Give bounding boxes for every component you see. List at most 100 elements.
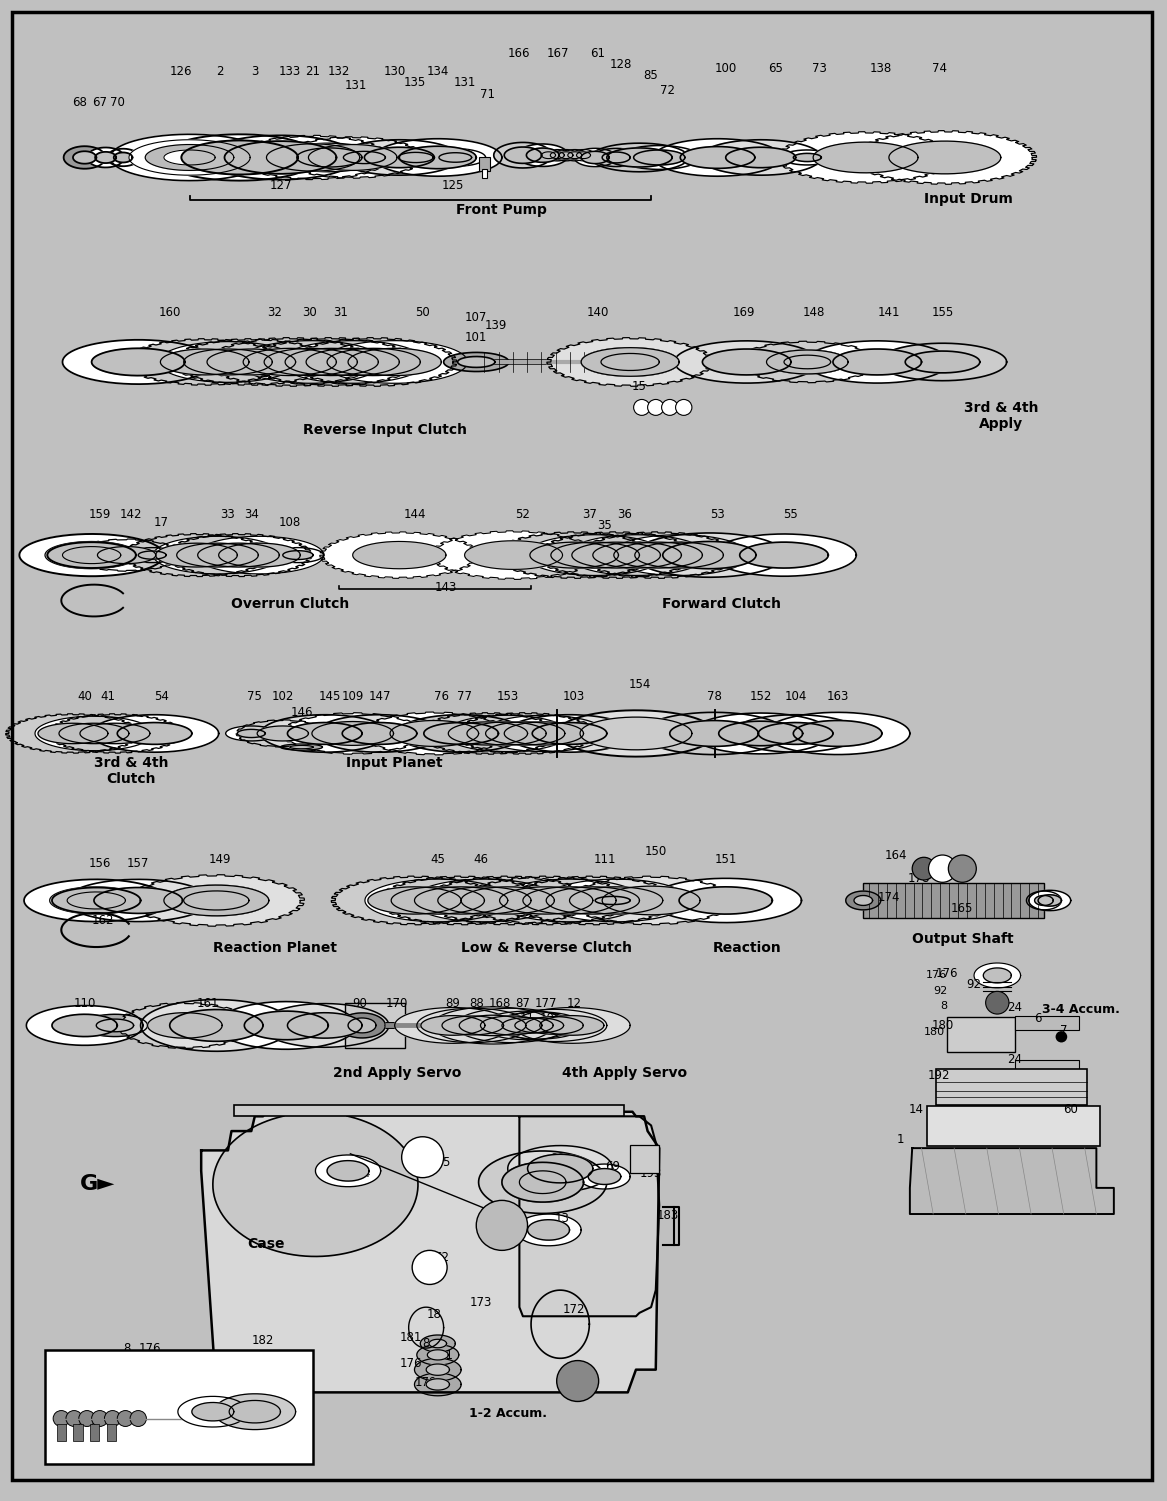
Polygon shape	[74, 152, 96, 164]
Polygon shape	[169, 1010, 263, 1042]
Polygon shape	[427, 1349, 448, 1360]
Polygon shape	[264, 348, 357, 375]
Polygon shape	[559, 152, 573, 159]
Polygon shape	[128, 875, 305, 926]
Polygon shape	[740, 542, 829, 567]
Polygon shape	[195, 536, 323, 573]
Text: 151: 151	[714, 854, 736, 866]
Polygon shape	[165, 534, 312, 576]
Text: 150: 150	[644, 845, 666, 859]
Text: D►: D►	[81, 723, 116, 743]
Text: 1: 1	[896, 1133, 904, 1145]
Polygon shape	[805, 341, 950, 383]
Polygon shape	[448, 722, 527, 744]
Text: 74: 74	[931, 62, 946, 75]
Polygon shape	[327, 348, 420, 375]
Polygon shape	[201, 1112, 659, 1406]
Polygon shape	[266, 144, 359, 171]
Polygon shape	[197, 543, 279, 567]
Polygon shape	[554, 150, 578, 161]
Polygon shape	[494, 143, 552, 168]
Polygon shape	[260, 714, 389, 752]
Polygon shape	[327, 1160, 369, 1181]
Polygon shape	[160, 134, 319, 180]
Polygon shape	[736, 341, 879, 383]
Text: 76: 76	[434, 690, 449, 702]
Polygon shape	[595, 896, 630, 905]
Text: 103: 103	[562, 690, 586, 702]
Polygon shape	[238, 341, 384, 383]
Polygon shape	[680, 147, 755, 168]
Polygon shape	[280, 341, 426, 383]
Polygon shape	[138, 551, 166, 560]
Polygon shape	[348, 348, 441, 375]
Circle shape	[929, 856, 957, 883]
Polygon shape	[546, 150, 569, 161]
Polygon shape	[64, 146, 105, 168]
Text: 131: 131	[454, 77, 476, 89]
Circle shape	[949, 856, 977, 883]
Text: 144: 144	[404, 507, 426, 521]
Polygon shape	[1027, 892, 1062, 910]
Bar	[57, 1424, 67, 1441]
Polygon shape	[96, 1019, 133, 1031]
Polygon shape	[117, 722, 191, 744]
Text: 135: 135	[404, 77, 426, 89]
Text: 3: 3	[251, 65, 258, 78]
Polygon shape	[97, 546, 155, 563]
Polygon shape	[732, 714, 860, 752]
Text: 171: 171	[492, 1213, 516, 1225]
Polygon shape	[504, 722, 584, 744]
Text: 161: 161	[197, 997, 219, 1010]
Polygon shape	[417, 1345, 459, 1364]
Polygon shape	[368, 887, 461, 914]
Circle shape	[986, 991, 1009, 1015]
Text: Forward Clutch: Forward Clutch	[662, 597, 781, 611]
Text: A►: A►	[81, 147, 114, 168]
Polygon shape	[588, 1169, 621, 1184]
Text: 11: 11	[520, 1013, 534, 1025]
Text: 60: 60	[1063, 1103, 1078, 1117]
Polygon shape	[700, 140, 822, 176]
Polygon shape	[670, 720, 759, 746]
Text: 4th Apply Servo: 4th Apply Servo	[561, 1066, 687, 1081]
Circle shape	[104, 1411, 120, 1426]
Polygon shape	[1029, 890, 1071, 911]
Text: 155: 155	[931, 306, 953, 318]
Polygon shape	[229, 1400, 280, 1423]
Text: 152: 152	[749, 690, 771, 702]
Polygon shape	[63, 339, 214, 384]
Text: Output Shaft: Output Shaft	[911, 932, 1013, 946]
Text: 14: 14	[908, 1103, 923, 1117]
Bar	[482, 168, 487, 179]
Polygon shape	[525, 534, 665, 575]
Text: 54: 54	[154, 690, 169, 702]
Bar	[1015, 1016, 1078, 1030]
Circle shape	[676, 399, 692, 416]
Polygon shape	[854, 896, 873, 905]
Polygon shape	[515, 1018, 564, 1033]
Polygon shape	[338, 140, 460, 176]
Text: 153: 153	[497, 690, 519, 702]
Polygon shape	[163, 886, 268, 916]
Text: 104: 104	[784, 690, 806, 702]
Text: 138: 138	[869, 62, 892, 75]
Polygon shape	[602, 152, 630, 164]
Text: E►: E►	[81, 890, 112, 911]
Polygon shape	[634, 150, 685, 165]
Text: Front Pump: Front Pump	[456, 203, 547, 218]
Text: 173: 173	[470, 1297, 492, 1309]
Polygon shape	[508, 1145, 613, 1192]
Polygon shape	[455, 1009, 567, 1043]
Text: 0: 0	[636, 348, 643, 362]
Polygon shape	[46, 542, 138, 569]
Bar	[233, 1105, 624, 1117]
Polygon shape	[464, 540, 562, 569]
Polygon shape	[634, 533, 785, 578]
Polygon shape	[399, 146, 476, 168]
Polygon shape	[517, 144, 568, 167]
Text: 89: 89	[446, 997, 461, 1010]
Polygon shape	[567, 534, 707, 575]
Polygon shape	[394, 1007, 511, 1043]
Polygon shape	[338, 1013, 385, 1037]
